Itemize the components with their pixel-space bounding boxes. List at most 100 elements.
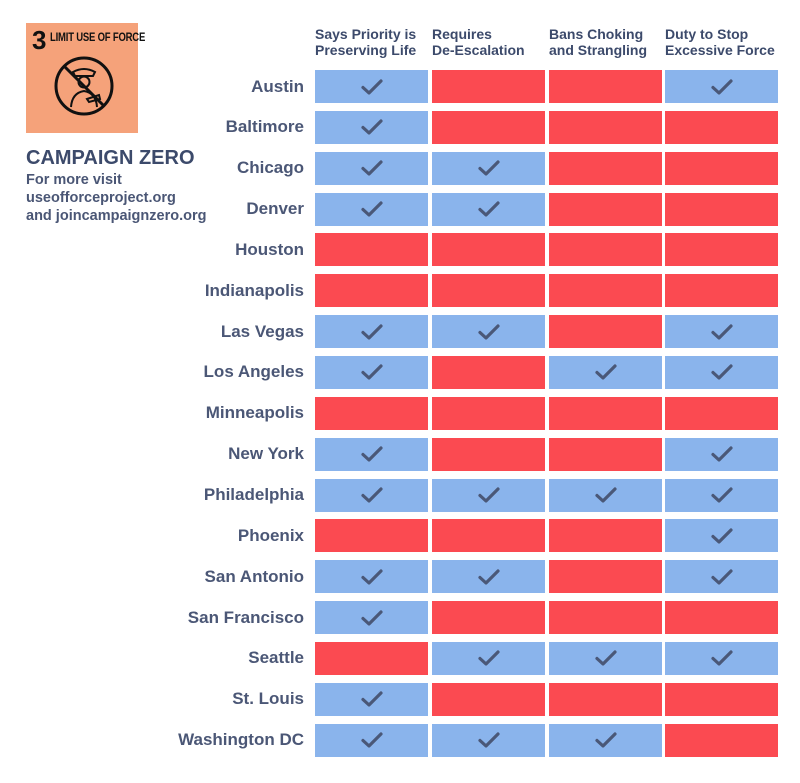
cell-las-vegas-3 [665,315,778,349]
check-icon [360,732,383,748]
cell-chicago-1 [432,151,545,185]
check-icon [710,78,733,95]
check-icon [594,364,617,381]
cell-minneapolis-0 [315,396,428,430]
cell-baltimore-1 [432,110,545,144]
cell-phoenix-1 [432,519,545,553]
city-label-new-york: New York [228,444,304,464]
brand-title: CAMPAIGN ZERO [26,147,195,169]
check-icon [360,364,383,381]
cell-las-vegas-1 [432,315,545,349]
cell-austin-3 [665,70,778,103]
check-icon [360,691,383,707]
city-label-washington-dc: Washington DC [178,730,304,750]
check-icon [594,650,617,666]
check-icon [594,487,617,503]
city-label-austin: Austin [251,76,304,96]
city-label-minneapolis: Minneapolis [205,403,304,423]
cell-seattle-1 [432,641,545,675]
cell-indianapolis-0 [315,274,428,308]
cell-new-york-0 [315,437,428,471]
check-icon [477,201,500,217]
check-icon [477,569,500,585]
check-icon [710,364,733,381]
cell-phoenix-2 [549,519,662,553]
check-icon [360,160,383,176]
column-header-2: Bans Choking and Strangling [549,26,647,58]
city-label-seattle: Seattle [248,648,304,668]
cell-austin-2 [549,70,662,103]
cell-austin-1 [432,70,545,103]
brand-line-visit: For more visit [26,172,122,188]
cell-st-louis-0 [315,682,428,716]
column-header-3: Duty to Stop Excessive Force [665,26,775,58]
cell-phoenix-3 [665,519,778,553]
cell-baltimore-0 [315,110,428,144]
check-icon [477,650,500,666]
check-icon [360,446,383,462]
cell-minneapolis-1 [432,396,545,430]
check-icon [710,487,733,503]
check-icon [360,609,383,626]
column-header-1: Requires De-Escalation [432,26,525,58]
check-icon [360,119,383,135]
cell-philadelphia-0 [315,478,428,512]
check-icon [360,201,383,217]
check-icon [360,78,383,95]
check-icon [594,732,617,748]
cell-phoenix-0 [315,519,428,553]
cell-philadelphia-2 [549,478,662,512]
city-label-phoenix: Phoenix [237,525,304,545]
cell-baltimore-2 [549,110,662,144]
cell-denver-3 [665,192,778,226]
cell-st-louis-3 [665,682,778,716]
city-label-san-francisco: San Francisco [187,607,304,627]
city-label-st-louis: St. Louis [232,689,304,709]
check-icon [360,569,383,585]
check-icon [710,323,733,340]
column-header-line: Duty to Stop [665,26,749,42]
cell-san-antonio-3 [665,560,778,594]
cell-minneapolis-2 [549,396,662,430]
cell-washington-dc-2 [549,723,662,757]
cell-san-antonio-1 [432,560,545,594]
cell-san-francisco-1 [432,601,545,635]
cell-san-francisco-3 [665,601,778,635]
cell-chicago-0 [315,151,428,185]
city-label-chicago: Chicago [236,158,304,178]
cell-indianapolis-3 [665,274,778,308]
cell-las-vegas-2 [549,315,662,349]
cell-las-vegas-0 [315,315,428,349]
cell-houston-1 [432,233,545,267]
column-header-line: and Strangling [549,42,647,58]
cell-new-york-1 [432,437,545,471]
city-label-san-antonio: San Antonio [204,566,304,586]
city-label-baltimore: Baltimore [225,117,304,137]
cell-san-antonio-2 [549,560,662,594]
check-icon [710,650,733,666]
cell-san-francisco-2 [549,601,662,635]
column-header-line: Bans Choking [549,26,644,42]
city-label-philadelphia: Philadelphia [203,485,304,504]
brand-link-useofforce: useofforceproject.org [26,190,176,206]
city-label-las-vegas: Las Vegas [220,321,304,341]
cell-new-york-2 [549,437,662,471]
check-icon [710,446,733,462]
cell-philadelphia-1 [432,478,545,512]
cell-san-antonio-0 [315,560,428,594]
cell-indianapolis-1 [432,274,545,308]
cell-denver-0 [315,192,428,226]
check-icon [477,732,500,748]
cell-seattle-0 [315,641,428,675]
cell-denver-1 [432,192,545,226]
cell-chicago-2 [549,151,662,185]
cell-houston-0 [315,233,428,267]
cell-los-angeles-1 [432,355,545,389]
check-icon [477,487,500,503]
cell-los-angeles-3 [665,355,778,389]
cell-st-louis-1 [432,682,545,716]
check-icon [360,323,383,340]
check-icon [710,528,733,544]
column-header-0: Says Priority is Preserving Life [315,26,416,58]
check-icon [710,569,733,585]
